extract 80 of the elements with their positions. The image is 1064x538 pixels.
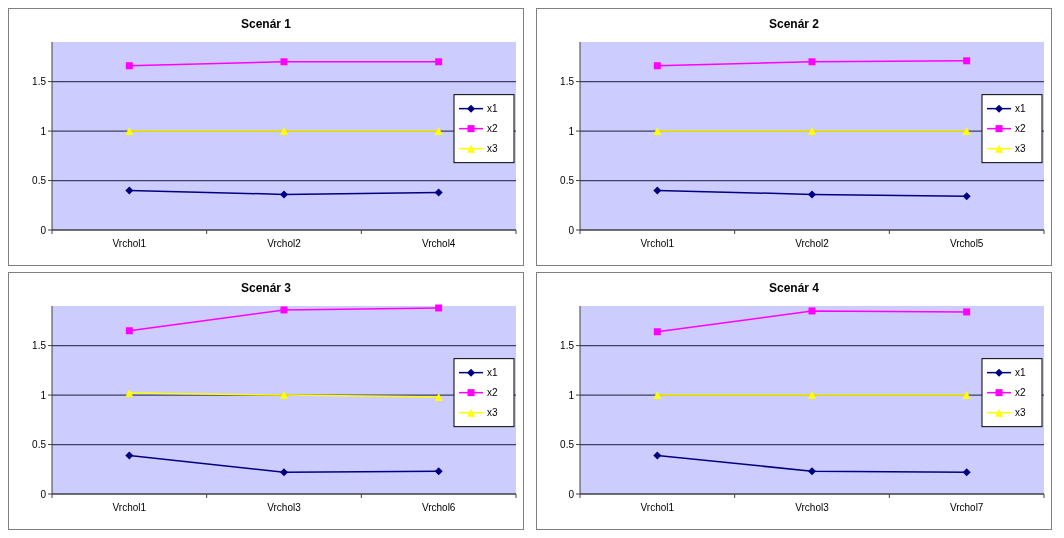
legend-label: x3: [1015, 407, 1026, 419]
point: [808, 307, 816, 315]
x-tick-label: Vrchol2: [267, 238, 302, 249]
point: [280, 190, 288, 199]
point: [653, 127, 662, 136]
point: [653, 391, 662, 400]
legend-label: x2: [1015, 123, 1026, 135]
point: [653, 186, 662, 195]
legend-label: x2: [487, 123, 498, 135]
y-tick-label: 1: [40, 389, 47, 401]
y-tick-label: 0.5: [32, 439, 47, 451]
point: [434, 188, 443, 197]
x-tick-label: Vrchol7: [949, 502, 984, 513]
point: [808, 127, 816, 136]
y-tick-label: 1: [40, 125, 47, 137]
point: [125, 451, 134, 460]
point: [653, 62, 661, 70]
point: [962, 192, 971, 201]
x-tick-label: Vrchol3: [795, 502, 830, 513]
point: [434, 127, 443, 136]
point: [808, 467, 816, 476]
x-tick-label: Vrchol5: [949, 238, 984, 249]
y-tick-label: 0: [568, 224, 575, 236]
point: [125, 62, 133, 70]
point: [653, 328, 661, 336]
y-tick-label: 1.5: [560, 340, 575, 352]
x-tick-label: Vrchol1: [112, 238, 147, 249]
legend-label: x2: [1015, 387, 1026, 399]
y-tick-label: 0: [40, 224, 47, 236]
x-tick-label: Vrchol4: [421, 238, 456, 249]
point: [125, 127, 134, 136]
point: [435, 304, 443, 312]
point: [280, 58, 288, 66]
point: [125, 389, 134, 398]
x-tick-label: Vrchol1: [640, 238, 675, 249]
point: [808, 58, 816, 66]
point: [435, 58, 443, 66]
x-tick-label: Vrchol1: [112, 502, 147, 513]
point: [434, 393, 443, 402]
point: [434, 467, 443, 476]
chart-title: Scenár 4: [768, 281, 820, 295]
chart-title: Scenár 3: [240, 281, 292, 295]
x-tick-label: Vrchol1: [640, 502, 675, 513]
point: [808, 190, 816, 199]
point: [962, 468, 971, 477]
point: [280, 391, 288, 400]
point: [808, 391, 816, 400]
y-tick-label: 1.5: [32, 340, 47, 352]
point: [653, 451, 662, 460]
legend-label: x1: [487, 367, 498, 379]
point: [962, 127, 971, 136]
legend-label: x3: [487, 143, 498, 155]
chart-title: Scenár 2: [768, 17, 820, 31]
point: [280, 468, 288, 477]
y-tick-label: 0.5: [560, 439, 575, 451]
x-tick-label: Vrchol6: [421, 502, 456, 513]
y-tick-label: 0: [40, 488, 47, 500]
y-tick-label: 1: [568, 125, 575, 137]
legend-label: x3: [487, 407, 498, 419]
point: [280, 306, 288, 314]
y-tick-label: 0: [568, 488, 575, 500]
point: [125, 327, 133, 335]
y-tick-label: 1.5: [32, 76, 47, 88]
legend-label: x2: [487, 387, 498, 399]
point: [963, 57, 971, 65]
y-tick-label: 0.5: [560, 175, 575, 187]
y-tick-label: 1.5: [560, 76, 575, 88]
point: [963, 308, 971, 316]
legend-label: x1: [487, 103, 498, 115]
point: [125, 186, 134, 195]
point: [280, 127, 288, 136]
point: [962, 391, 971, 400]
y-tick-label: 0.5: [32, 175, 47, 187]
y-tick-label: 1: [568, 389, 575, 401]
legend-label: x1: [1015, 103, 1026, 115]
legend-label: x1: [1015, 367, 1026, 379]
x-tick-label: Vrchol3: [267, 502, 302, 513]
x-tick-label: Vrchol2: [795, 238, 830, 249]
chart-title: Scenár 1: [240, 17, 292, 31]
legend-label: x3: [1015, 143, 1026, 155]
